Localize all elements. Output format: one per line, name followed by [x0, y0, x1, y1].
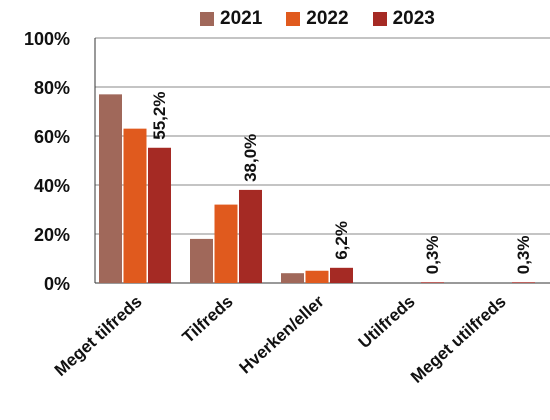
legend-label-2023: 2023: [392, 8, 435, 29]
category-label: Utilfreds: [355, 292, 419, 352]
data-label: 6,2%: [332, 221, 351, 260]
y-tick-label: 20%: [34, 225, 70, 245]
data-label: 0,3%: [423, 236, 442, 275]
bar-2021: [99, 94, 122, 283]
legend-swatch-2021: [200, 12, 214, 26]
legend-item-2023: 2023: [372, 8, 435, 30]
bar-2023: [512, 282, 535, 283]
category-label: Hverken/eller: [236, 292, 328, 378]
bar-2023: [330, 267, 353, 283]
bar-2022: [305, 270, 329, 283]
y-tick-label: 0%: [44, 274, 70, 294]
bar-2023: [421, 282, 444, 283]
y-tick-label: 60%: [34, 127, 70, 147]
legend-item-2022: 2022: [286, 8, 349, 30]
bar-2022: [123, 128, 147, 283]
legend-swatch-2022: [286, 12, 301, 26]
bar-2021: [190, 238, 213, 283]
category-label: Meget tilfreds: [51, 292, 146, 380]
y-tick-label: 40%: [34, 176, 70, 196]
y-tick-label: 100%: [24, 29, 70, 49]
legend-label-2022: 2022: [306, 8, 349, 29]
bar-2023: [148, 147, 171, 283]
data-label: 38,0%: [241, 134, 260, 182]
category-label: Tilfreds: [179, 292, 237, 347]
data-label: 0,3%: [514, 236, 533, 275]
y-tick-label: 80%: [34, 78, 70, 98]
category-label: Meget utilfreds: [407, 292, 510, 387]
legend-item-2021: 2021: [200, 8, 262, 30]
legend-label-2021: 2021: [220, 8, 263, 29]
chart-legend: 2021 2022 2023: [200, 8, 435, 30]
bar-2023: [239, 189, 262, 283]
data-label: 55,2%: [150, 92, 169, 140]
bar-2021: [281, 273, 304, 283]
bar-2022: [214, 204, 238, 283]
legend-swatch-2023: [372, 12, 387, 26]
